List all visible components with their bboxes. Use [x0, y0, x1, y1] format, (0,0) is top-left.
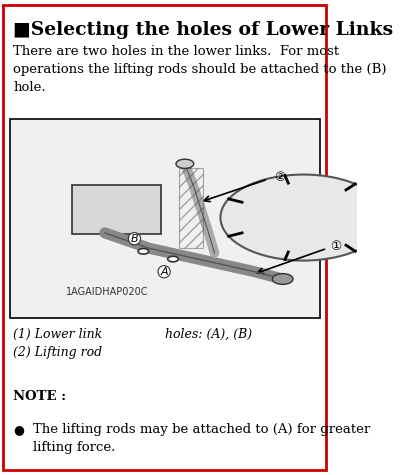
- Text: ■Selecting the holes of Lower Links: ■Selecting the holes of Lower Links: [13, 21, 393, 39]
- FancyBboxPatch shape: [10, 119, 320, 318]
- Circle shape: [138, 248, 149, 254]
- Circle shape: [176, 159, 194, 169]
- Text: ●: ●: [13, 423, 24, 436]
- Text: A: A: [160, 267, 168, 277]
- Circle shape: [272, 274, 293, 285]
- Text: 1AGAIDHAP020C: 1AGAIDHAP020C: [66, 287, 149, 297]
- Text: NOTE :: NOTE :: [13, 390, 66, 402]
- Text: B: B: [131, 234, 138, 244]
- Text: ①: ①: [330, 240, 341, 253]
- Text: ②: ②: [274, 171, 285, 184]
- Circle shape: [221, 174, 387, 261]
- FancyBboxPatch shape: [72, 185, 161, 235]
- Text: There are two holes in the lower links.  For most
operations the lifting rods sh: There are two holes in the lower links. …: [13, 45, 387, 94]
- Text: holes: (A), (B): holes: (A), (B): [165, 328, 252, 341]
- Text: The lifting rods may be attached to (A) for greater
lifting force.: The lifting rods may be attached to (A) …: [33, 423, 370, 454]
- Circle shape: [168, 256, 178, 262]
- Text: (1) Lower link
(2) Lifting rod: (1) Lower link (2) Lifting rod: [13, 328, 103, 359]
